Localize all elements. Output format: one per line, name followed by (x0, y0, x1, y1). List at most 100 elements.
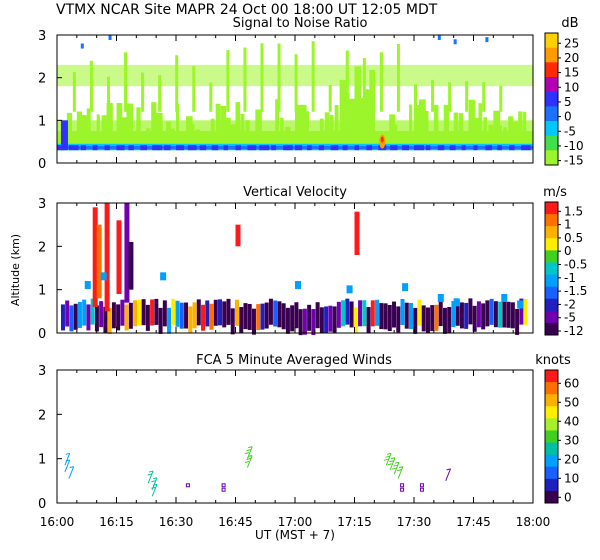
velocity-cell (294, 302, 299, 329)
wind-barb-flag (390, 457, 396, 460)
wind-barb (419, 483, 424, 488)
colorbar-swatch (545, 466, 558, 480)
snr-streak (482, 82, 486, 112)
velocity-cell (65, 300, 70, 327)
snr-cell (523, 111, 527, 151)
velocity-cell (273, 300, 278, 327)
velocity-cell (409, 302, 414, 329)
velocity-cell (162, 300, 167, 327)
winds-unit: knots (535, 353, 571, 368)
wind-barb-flag (152, 477, 158, 480)
velocity-field (60, 203, 528, 336)
snr-cell (295, 145, 303, 151)
snr-cell (86, 108, 91, 151)
colorbar-swatch (545, 33, 558, 49)
wind-barb (64, 453, 71, 466)
snr-cell (223, 145, 228, 151)
velocity-cell (167, 307, 172, 334)
snr-cell (66, 112, 73, 151)
wind-barb-flag (391, 467, 396, 470)
snr-cell (453, 39, 457, 45)
colorbar-swatch (545, 106, 558, 122)
colorbar-swatch (545, 430, 558, 444)
velocity-cell (383, 303, 388, 330)
velocity-cell (332, 306, 337, 333)
colorbar-label: -12 (564, 324, 584, 338)
colorbar-swatch (545, 394, 558, 407)
colorbar-swatch (545, 370, 558, 383)
velocity-cell (358, 300, 363, 327)
snr-cell (433, 105, 439, 151)
velocity-cell (498, 301, 503, 328)
wind-barb-flag (383, 458, 388, 461)
snr-streak (414, 84, 417, 112)
velocity-cell (154, 298, 159, 325)
y-tick-label: 0 (38, 157, 46, 172)
x-tick-label: 16:15 (99, 515, 134, 529)
snr-cell (199, 145, 207, 151)
snr-streak (72, 72, 76, 112)
colorbar-label: 40 (564, 414, 579, 428)
colorbar-swatch (545, 442, 558, 456)
wind-barb (221, 487, 226, 492)
colorbar-swatch (545, 406, 558, 419)
snr-cell (488, 124, 494, 151)
velocity-cell (302, 308, 307, 335)
velocity-cell (99, 301, 104, 328)
snr-cell (200, 131, 206, 151)
snr-cell (128, 145, 134, 151)
colorbar-label: -15 (564, 154, 584, 168)
wind-barb (151, 484, 158, 497)
snr-cell (493, 110, 501, 151)
velocity-cell (84, 281, 91, 289)
velocity-cell (60, 304, 65, 331)
velocity-cell (82, 299, 87, 326)
colorbar-swatch (545, 382, 558, 395)
y-axis-label: Altitude (km) (9, 234, 22, 306)
velocity-column (116, 220, 122, 294)
snr-streak (158, 75, 162, 112)
velocity-cell (133, 300, 138, 327)
velocity-cell (230, 308, 235, 335)
colorbar-label: 25 (564, 36, 579, 50)
colorbar-label: 60 (564, 376, 579, 390)
velocity-column (96, 224, 102, 299)
velocity-cell (396, 306, 401, 333)
wind-barb (389, 457, 396, 470)
snr-cell (215, 103, 221, 151)
wind-barb-flag (398, 466, 404, 469)
colorbar-swatch (545, 150, 558, 166)
colorbar-frame (544, 32, 559, 166)
velocity-cell (124, 304, 129, 331)
y-tick-label: 1 (38, 453, 46, 468)
colorbar-label: -0.5 (564, 258, 587, 272)
snr-cell (359, 97, 367, 151)
velocity-cell (349, 301, 354, 328)
velocity-cell (264, 302, 269, 329)
colorbar-label: 5 (564, 95, 572, 109)
snr-cell (60, 120, 68, 151)
snr-cell (280, 117, 284, 151)
colorbar-swatch (545, 454, 558, 468)
wind-barb-flag (248, 455, 253, 458)
velocity-cell (425, 307, 430, 334)
velocity-cell (402, 283, 409, 292)
velocity-cell (468, 298, 473, 325)
snr-cell (389, 114, 396, 151)
snr-cell (275, 99, 280, 151)
colorbar-swatch (545, 226, 558, 239)
snr-cell (210, 118, 215, 151)
velocity-cell (341, 300, 346, 327)
colorbar-swatch (545, 202, 558, 215)
snr-cell (80, 145, 86, 151)
x-tick-label: 17:30 (397, 515, 432, 529)
snr-cell (283, 145, 293, 151)
velocity-cell (141, 299, 146, 326)
snr-cell (374, 136, 379, 151)
snr-cell (190, 123, 195, 151)
colorbar-label: -1 (564, 271, 576, 285)
snr-cell (443, 104, 449, 151)
x-tick-label: 17:15 (337, 515, 372, 529)
snr-cell (458, 113, 464, 151)
